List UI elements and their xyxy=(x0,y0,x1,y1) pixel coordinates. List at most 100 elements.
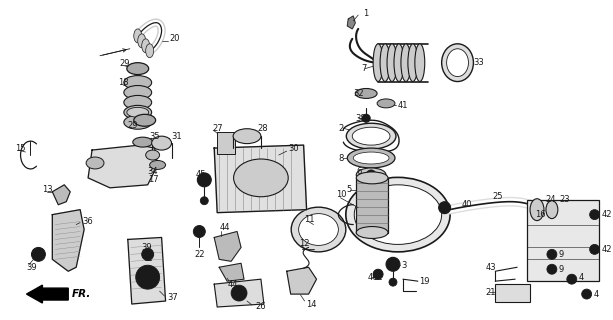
Polygon shape xyxy=(128,237,166,304)
Text: 25: 25 xyxy=(492,192,503,201)
Ellipse shape xyxy=(530,199,544,220)
Ellipse shape xyxy=(447,49,468,76)
Ellipse shape xyxy=(146,44,154,58)
Text: 26: 26 xyxy=(255,302,265,311)
Circle shape xyxy=(197,173,211,187)
Text: FR.: FR. xyxy=(72,289,91,299)
Bar xyxy=(495,284,530,302)
Ellipse shape xyxy=(348,148,395,168)
Text: 4: 4 xyxy=(593,290,599,299)
Text: 31: 31 xyxy=(172,132,182,141)
FancyArrow shape xyxy=(26,285,68,303)
Text: 29: 29 xyxy=(120,59,131,68)
Ellipse shape xyxy=(356,227,388,238)
Circle shape xyxy=(582,289,592,299)
Text: 11: 11 xyxy=(303,215,314,224)
Ellipse shape xyxy=(142,39,150,53)
Ellipse shape xyxy=(352,127,390,145)
Circle shape xyxy=(36,252,42,257)
Text: 46: 46 xyxy=(367,273,378,282)
Text: 45: 45 xyxy=(196,170,206,180)
Text: 43: 43 xyxy=(485,263,496,272)
Circle shape xyxy=(386,257,400,271)
Text: 10: 10 xyxy=(337,190,347,199)
Bar xyxy=(356,178,388,233)
Ellipse shape xyxy=(377,99,395,108)
Ellipse shape xyxy=(401,44,411,82)
Circle shape xyxy=(362,114,370,122)
Text: 33: 33 xyxy=(473,58,484,67)
Ellipse shape xyxy=(353,152,389,164)
Text: 22: 22 xyxy=(194,250,205,259)
Text: 36: 36 xyxy=(82,217,93,226)
Ellipse shape xyxy=(133,137,153,147)
Text: 12: 12 xyxy=(299,239,309,248)
Text: 21: 21 xyxy=(485,288,496,297)
Text: 9: 9 xyxy=(559,265,564,274)
Ellipse shape xyxy=(127,63,149,75)
Text: 3: 3 xyxy=(401,261,406,270)
Ellipse shape xyxy=(291,207,346,252)
Ellipse shape xyxy=(124,105,151,119)
Text: 8: 8 xyxy=(338,154,344,163)
Text: 39: 39 xyxy=(26,263,37,272)
Text: 40: 40 xyxy=(462,200,472,209)
Ellipse shape xyxy=(124,76,151,90)
Ellipse shape xyxy=(233,129,261,144)
Text: 41: 41 xyxy=(398,101,408,110)
Circle shape xyxy=(439,202,451,214)
Text: 7: 7 xyxy=(361,64,367,73)
Circle shape xyxy=(547,249,557,259)
Ellipse shape xyxy=(408,44,418,82)
Polygon shape xyxy=(219,263,244,281)
Text: 16: 16 xyxy=(535,210,546,219)
Bar xyxy=(217,132,235,154)
Text: 42: 42 xyxy=(601,245,612,254)
Polygon shape xyxy=(214,231,241,261)
Text: 6: 6 xyxy=(356,167,362,176)
Circle shape xyxy=(389,278,397,286)
Text: 17: 17 xyxy=(148,175,158,184)
Circle shape xyxy=(590,244,600,254)
Text: 4: 4 xyxy=(579,273,584,282)
Ellipse shape xyxy=(151,136,172,150)
Ellipse shape xyxy=(415,44,425,82)
Ellipse shape xyxy=(354,185,441,244)
Text: 32: 32 xyxy=(353,89,364,98)
Circle shape xyxy=(142,248,154,260)
Circle shape xyxy=(373,269,383,279)
Text: 29: 29 xyxy=(128,121,139,130)
Text: 14: 14 xyxy=(306,300,317,308)
Ellipse shape xyxy=(394,44,404,82)
Circle shape xyxy=(547,264,557,274)
Ellipse shape xyxy=(134,114,156,126)
Text: 37: 37 xyxy=(167,292,178,301)
Ellipse shape xyxy=(356,89,377,99)
Text: 20: 20 xyxy=(170,34,180,43)
Text: 24: 24 xyxy=(545,195,555,204)
Text: 19: 19 xyxy=(419,277,429,286)
Text: 18: 18 xyxy=(118,78,129,87)
Ellipse shape xyxy=(380,44,390,82)
Ellipse shape xyxy=(124,85,151,100)
Ellipse shape xyxy=(234,159,288,197)
Text: 35: 35 xyxy=(150,132,160,141)
Ellipse shape xyxy=(373,44,383,82)
Ellipse shape xyxy=(124,115,151,129)
Ellipse shape xyxy=(346,177,450,252)
Circle shape xyxy=(366,170,376,180)
Ellipse shape xyxy=(346,123,396,149)
Text: 27: 27 xyxy=(212,124,223,133)
Ellipse shape xyxy=(299,214,338,245)
Circle shape xyxy=(231,285,247,301)
Circle shape xyxy=(590,210,600,220)
Text: 9: 9 xyxy=(559,250,564,259)
Ellipse shape xyxy=(124,95,151,109)
Bar xyxy=(527,200,598,281)
Text: 42: 42 xyxy=(601,210,612,219)
Polygon shape xyxy=(52,185,70,205)
Circle shape xyxy=(135,265,159,289)
Text: 23: 23 xyxy=(560,195,571,204)
Polygon shape xyxy=(88,145,158,188)
Text: 28: 28 xyxy=(257,124,267,133)
